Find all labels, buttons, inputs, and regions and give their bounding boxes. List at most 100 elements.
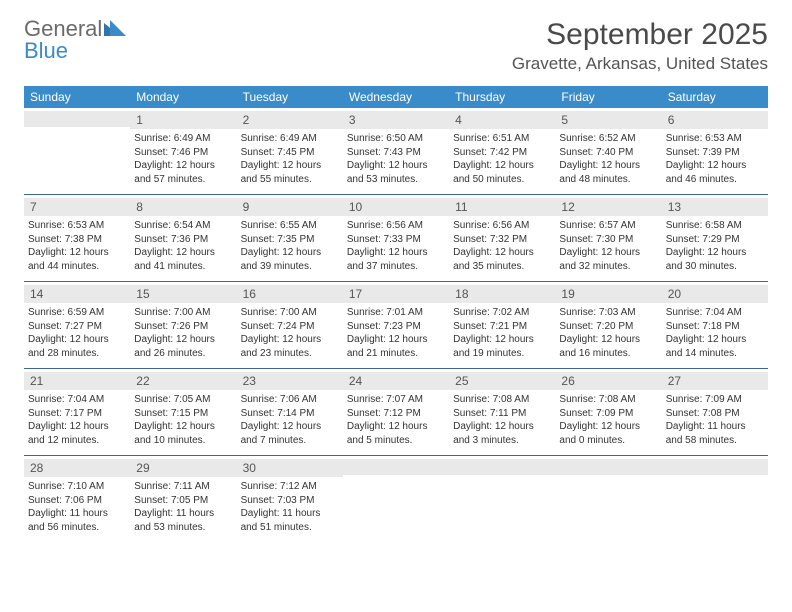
sunset-text: Sunset: 7:20 PM — [559, 320, 657, 334]
day-details: Sunrise: 6:56 AMSunset: 7:32 PMDaylight:… — [453, 219, 551, 273]
daylight-text: Daylight: 11 hours and 58 minutes. — [666, 420, 764, 447]
day-details: Sunrise: 7:04 AMSunset: 7:17 PMDaylight:… — [28, 393, 126, 447]
day-details: Sunrise: 6:53 AMSunset: 7:38 PMDaylight:… — [28, 219, 126, 273]
calendar-cell: 19 Sunrise: 7:03 AMSunset: 7:20 PMDayligh… — [555, 282, 661, 368]
calendar-cell: 8Sunrise: 6:54 AMSunset: 7:36 PMDaylight… — [130, 195, 236, 281]
sunrise-text: Sunrise: 6:58 AM — [666, 219, 764, 233]
daylight-text: Daylight: 12 hours and 21 minutes. — [347, 333, 445, 360]
calendar-cell: 12Sunrise: 6:57 AMSunset: 7:30 PMDayligh… — [555, 195, 661, 281]
daylight-text: Daylight: 12 hours and 3 minutes. — [453, 420, 551, 447]
sunset-text: Sunset: 7:12 PM — [347, 407, 445, 421]
sunrise-text: Sunrise: 6:53 AM — [28, 219, 126, 233]
calendar-cell: 3Sunrise: 6:50 AMSunset: 7:43 PMDaylight… — [343, 108, 449, 194]
sunrise-text: Sunrise: 7:03 AM — [559, 306, 657, 320]
daylight-text: Daylight: 11 hours and 56 minutes. — [28, 507, 126, 534]
sunrise-text: Sunrise: 6:55 AM — [241, 219, 339, 233]
day-details: Sunrise: 6:55 AMSunset: 7:35 PMDaylight:… — [241, 219, 339, 273]
day-details: Sunrise: 7:02 AMSunset: 7:21 PMDaylight:… — [453, 306, 551, 360]
calendar: SundayMondayTuesdayWednesdayThursdayFrid… — [24, 86, 768, 542]
calendar-cell: 20Sunrise: 7:04 AMSunset: 7:18 PMDayligh… — [662, 282, 768, 368]
day-number: 1 — [130, 111, 236, 129]
calendar-cell: 10Sunrise: 6:56 AMSunset: 7:33 PMDayligh… — [343, 195, 449, 281]
day-number: 5 — [555, 111, 661, 129]
day-details: Sunrise: 6:56 AMSunset: 7:33 PMDaylight:… — [347, 219, 445, 273]
weekday-header: Tuesday — [237, 86, 343, 108]
day-details: Sunrise: 6:58 AMSunset: 7:29 PMDaylight:… — [666, 219, 764, 273]
day-number: 21 — [24, 372, 130, 390]
daylight-text: Daylight: 12 hours and 35 minutes. — [453, 246, 551, 273]
daylight-text: Daylight: 12 hours and 16 minutes. — [559, 333, 657, 360]
sunset-text: Sunset: 7:39 PM — [666, 146, 764, 160]
day-number: 19 — [555, 285, 661, 303]
daylight-text: Daylight: 12 hours and 7 minutes. — [241, 420, 339, 447]
weekday-header: Friday — [555, 86, 661, 108]
sunset-text: Sunset: 7:03 PM — [241, 494, 339, 508]
day-details: Sunrise: 7:00 AMSunset: 7:26 PMDaylight:… — [134, 306, 232, 360]
location-text: Gravette, Arkansas, United States — [512, 54, 768, 74]
sunset-text: Sunset: 7:23 PM — [347, 320, 445, 334]
sunset-text: Sunset: 7:14 PM — [241, 407, 339, 421]
daylight-text: Daylight: 12 hours and 39 minutes. — [241, 246, 339, 273]
title-block: September 2025 Gravette, Arkansas, Unite… — [512, 18, 768, 74]
day-details: Sunrise: 7:12 AMSunset: 7:03 PMDaylight:… — [241, 480, 339, 534]
daylight-text: Daylight: 12 hours and 14 minutes. — [666, 333, 764, 360]
day-number: 2 — [237, 111, 343, 129]
calendar-cell: 1 Sunrise: 6:49 AMSunset: 7:46 PMDaylight… — [130, 108, 236, 194]
sunrise-text: Sunrise: 6:51 AM — [453, 132, 551, 146]
weekday-header: Saturday — [662, 86, 768, 108]
day-details: Sunrise: 7:11 AMSunset: 7:05 PMDaylight:… — [134, 480, 232, 534]
day-details: Sunrise: 6:49 AMSunset: 7:46 PMDaylight:… — [134, 132, 232, 186]
sunset-text: Sunset: 7:40 PM — [559, 146, 657, 160]
calendar-header: SundayMondayTuesdayWednesdayThursdayFrid… — [24, 86, 768, 108]
header: General Blue September 2025 Gravette, Ar… — [24, 18, 768, 74]
calendar-cell: 14Sunrise: 6:59 AMSunset: 7:27 PMDayligh… — [24, 282, 130, 368]
calendar-cell — [555, 456, 661, 542]
sunset-text: Sunset: 7:05 PM — [134, 494, 232, 508]
day-number: 28 — [24, 459, 130, 477]
daylight-text: Daylight: 12 hours and 41 minutes. — [134, 246, 232, 273]
daylight-text: Daylight: 12 hours and 5 minutes. — [347, 420, 445, 447]
calendar-cell: 7Sunrise: 6:53 AMSunset: 7:38 PMDaylight… — [24, 195, 130, 281]
calendar-cell: 13 Sunrise: 6:58 AMSunset: 7:29 PMDayligh… — [662, 195, 768, 281]
sunset-text: Sunset: 7:17 PM — [28, 407, 126, 421]
calendar-cell: 27Sunrise: 7:09 AMSunset: 7:08 PMDayligh… — [662, 369, 768, 455]
day-details: Sunrise: 6:50 AMSunset: 7:43 PMDaylight:… — [347, 132, 445, 186]
day-details: Sunrise: 7:01 AMSunset: 7:23 PMDaylight:… — [347, 306, 445, 360]
sunrise-text: Sunrise: 7:08 AM — [453, 393, 551, 407]
sunset-text: Sunset: 7:29 PM — [666, 233, 764, 247]
daylight-text: Daylight: 12 hours and 0 minutes. — [559, 420, 657, 447]
sunset-text: Sunset: 7:32 PM — [453, 233, 551, 247]
sunrise-text: Sunrise: 7:12 AM — [241, 480, 339, 494]
daylight-text: Daylight: 12 hours and 28 minutes. — [28, 333, 126, 360]
day-details: Sunrise: 7:08 AMSunset: 7:11 PMDaylight:… — [453, 393, 551, 447]
day-details: Sunrise: 7:08 AMSunset: 7:09 PMDaylight:… — [559, 393, 657, 447]
day-number: 20 — [662, 285, 768, 303]
sunrise-text: Sunrise: 7:01 AM — [347, 306, 445, 320]
calendar-cell: 15Sunrise: 7:00 AMSunset: 7:26 PMDayligh… — [130, 282, 236, 368]
sunrise-text: Sunrise: 6:57 AM — [559, 219, 657, 233]
sunrise-text: Sunrise: 7:08 AM — [559, 393, 657, 407]
daylight-text: Daylight: 12 hours and 23 minutes. — [241, 333, 339, 360]
sunrise-text: Sunrise: 6:59 AM — [28, 306, 126, 320]
day-number: 29 — [130, 459, 236, 477]
day-details: Sunrise: 7:03 AMSunset: 7:20 PMDaylight:… — [559, 306, 657, 360]
daylight-text: Daylight: 12 hours and 19 minutes. — [453, 333, 551, 360]
sunrise-text: Sunrise: 7:06 AM — [241, 393, 339, 407]
day-details: Sunrise: 6:52 AMSunset: 7:40 PMDaylight:… — [559, 132, 657, 186]
sunrise-text: Sunrise: 6:53 AM — [666, 132, 764, 146]
calendar-cell: 5 Sunrise: 6:52 AMSunset: 7:40 PMDaylight… — [555, 108, 661, 194]
logo-blue: Blue — [24, 38, 68, 63]
day-number: 12 — [555, 198, 661, 216]
page-title: September 2025 — [512, 18, 768, 52]
sunset-text: Sunset: 7:11 PM — [453, 407, 551, 421]
sunrise-text: Sunrise: 6:49 AM — [134, 132, 232, 146]
day-number: 13 — [662, 198, 768, 216]
calendar-cell: 4Sunrise: 6:51 AMSunset: 7:42 PMDaylight… — [449, 108, 555, 194]
sunrise-text: Sunrise: 7:04 AM — [28, 393, 126, 407]
day-details: Sunrise: 7:09 AMSunset: 7:08 PMDaylight:… — [666, 393, 764, 447]
sunset-text: Sunset: 7:15 PM — [134, 407, 232, 421]
daylight-text: Daylight: 11 hours and 53 minutes. — [134, 507, 232, 534]
daylight-text: Daylight: 12 hours and 10 minutes. — [134, 420, 232, 447]
sunrise-text: Sunrise: 7:09 AM — [666, 393, 764, 407]
sunrise-text: Sunrise: 6:50 AM — [347, 132, 445, 146]
